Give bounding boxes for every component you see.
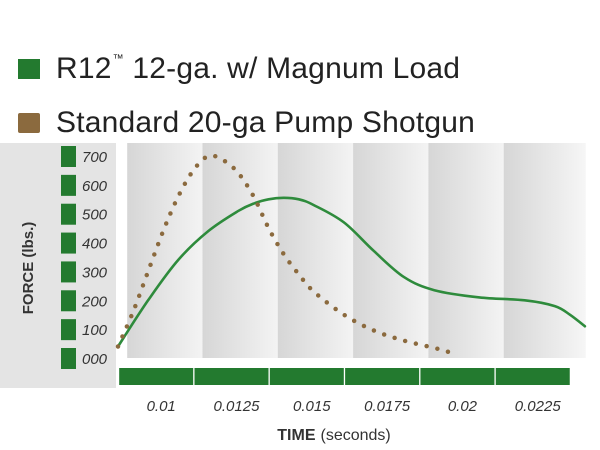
column-band (428, 143, 511, 358)
legend-label-standard-20ga: Standard 20-ga Pump Shotgun (56, 106, 476, 139)
background-columns (127, 143, 586, 358)
y-tick-block (61, 203, 76, 225)
x-axis-block (119, 368, 194, 385)
series-line-r12 (116, 196, 587, 348)
legend-swatch-standard-20ga (18, 113, 40, 133)
column-band (202, 143, 285, 358)
legend-swatch-r12 (18, 59, 40, 79)
y-tick-block (61, 261, 76, 283)
y-tick-blocks (61, 146, 76, 369)
x-axis-block (495, 368, 570, 385)
x-axis-block (345, 368, 420, 385)
y-tick-label: 500 (82, 207, 108, 224)
x-axis-block (420, 368, 495, 385)
y-tick-label: 200 (81, 293, 108, 310)
x-tick-label: 0.0125 (214, 398, 261, 415)
series-layer (115, 153, 587, 355)
y-tick-labels: 000 100 200 300 400 500 600 700 (81, 149, 108, 368)
x-tick-labels: 0.01 0.0125 0.015 0.0175 0.02 0.0225 (147, 398, 562, 415)
y-tick-block (61, 232, 76, 254)
y-tick-label: 000 (82, 351, 108, 368)
column-band (127, 143, 210, 358)
left-band (0, 143, 116, 388)
y-tick-label: 100 (82, 322, 108, 339)
y-tick-label: 700 (82, 149, 108, 166)
y-tick-label: 400 (82, 236, 108, 253)
y-tick-label: 300 (82, 264, 108, 281)
y-tick-block (61, 348, 76, 369)
legend-item-r12: R12™ 12-ga. w/ Magnum Load (18, 52, 460, 86)
y-tick-block (61, 146, 76, 167)
column-band (353, 143, 436, 358)
x-axis-unit: (seconds) (320, 427, 390, 444)
x-axis-block (194, 368, 269, 385)
column-band (503, 143, 586, 358)
y-axis-label: FORCE (lbs.) (20, 222, 37, 315)
x-tick-label: 0.0225 (515, 398, 562, 415)
x-axis-blocks (119, 368, 570, 385)
x-tick-label: 0.02 (448, 398, 478, 415)
x-tick-label: 0.01 (147, 398, 176, 415)
x-axis-block (269, 368, 344, 385)
y-tick-label: 600 (82, 178, 108, 195)
x-tick-label: 0.0175 (364, 398, 411, 415)
legend-item-standard-20ga: Standard 20-ga Pump Shotgun (18, 106, 475, 140)
x-axis-label: TIME (seconds) (277, 427, 390, 444)
x-axis-title: TIME (277, 427, 316, 444)
y-tick-block (61, 174, 76, 196)
y-tick-block (61, 319, 76, 341)
column-band (277, 143, 360, 358)
x-tick-label: 0.015 (293, 398, 331, 415)
series-line-standard-20ga (115, 153, 452, 355)
legend-label-r12: R12™ 12-ga. w/ Magnum Load (56, 52, 461, 85)
y-tick-block (61, 290, 76, 312)
